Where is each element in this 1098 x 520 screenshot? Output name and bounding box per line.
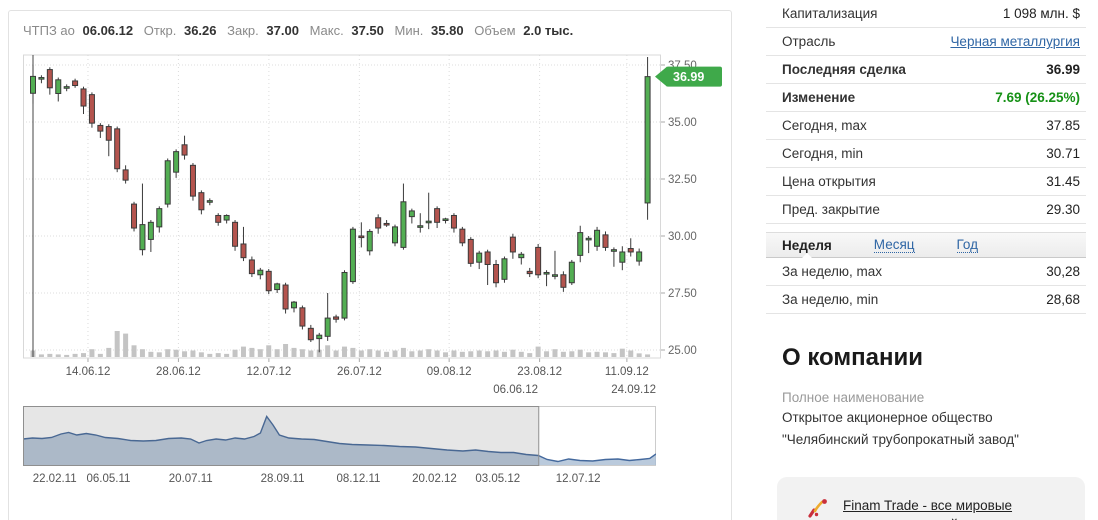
open-price-label: Цена открытия [782,174,876,189]
period-tabs: Неделя Месяц Год [766,232,1086,258]
volume-value: 2.0 тыс. [523,23,574,38]
sector-row: Отрасль Черная металлургия [766,28,1086,56]
svg-text:11.09.12: 11.09.12 [605,366,649,378]
svg-text:22.02.11: 22.02.11 [33,473,77,485]
today-max-row: Сегодня, max 37.85 [766,112,1086,140]
svg-text:32.50: 32.50 [668,174,697,186]
range-start-date: 06.06.12 [493,384,538,396]
svg-text:23.08.12: 23.08.12 [517,366,562,378]
svg-text:06.05.11: 06.05.11 [86,473,130,485]
last-trade-row: Последняя сделка 36.99 [766,56,1086,84]
svg-text:28.06.12: 28.06.12 [156,366,201,378]
prev-close-label: Пред. закрытие [782,202,880,217]
svg-text:12.07.12: 12.07.12 [246,366,291,378]
today-min-label: Сегодня, min [782,146,863,161]
close-value: 37.00 [266,23,299,38]
week-min-label: За неделю, min [782,292,879,307]
svg-text:09.08.12: 09.08.12 [427,366,472,378]
company-name-line1: Открытое акционерное общество [782,410,993,425]
about-company-section: О компании Полное наименование Открытое … [766,314,1086,449]
today-max-value: 37.85 [1046,118,1080,133]
finam-trade-promo[interactable]: Finam Trade - все мировые площадки в одн… [777,477,1085,520]
change-row: Изменение 7.69 (26.25%) [766,84,1086,112]
svg-text:35.00: 35.00 [668,117,697,129]
finam-sparks-icon [808,499,827,518]
finam-trade-link-line1[interactable]: Finam Trade - все мировые [843,498,1013,513]
week-max-row: За неделю, max 30,28 [766,258,1086,286]
prev-close-value: 29.30 [1046,202,1080,217]
change-label: Изменение [782,90,856,105]
ohlc-header: ЧТПЗ ао 06.06.12 Откр. 36.26 Закр. 37.00… [9,11,731,38]
svg-text:27.50: 27.50 [668,288,697,300]
capitalization-row: Капитализация 1 098 млн. $ [766,0,1086,28]
min-value: 35.80 [431,23,464,38]
svg-text:14.06.12: 14.06.12 [66,366,111,378]
svg-text:20.07.11: 20.07.11 [169,473,213,485]
open-label: Откр. [143,23,177,38]
svg-text:28.09.11: 28.09.11 [261,473,305,485]
hover-date: 06.06.12 [82,23,134,38]
svg-text:25.00: 25.00 [668,345,697,357]
close-label: Закр. [227,23,259,38]
week-min-value: 28,68 [1046,292,1080,307]
max-label: Макс. [309,23,344,38]
open-price-row: Цена открытия 31.45 [766,168,1086,196]
max-value: 37.50 [351,23,384,38]
week-min-row: За неделю, min 28,68 [766,286,1086,314]
quote-info-panel: Капитализация 1 098 млн. $ Отрасль Черна… [766,0,1086,449]
sector-label: Отрасль [782,34,836,49]
svg-text:30.00: 30.00 [668,231,697,243]
today-min-row: Сегодня, min 30.71 [766,140,1086,168]
svg-text:03.05.12: 03.05.12 [475,473,520,485]
ticker-label: ЧТПЗ ао [23,23,75,38]
sector-link[interactable]: Черная металлургия [950,34,1080,49]
week-max-label: За неделю, max [782,264,883,279]
svg-text:20.02.12: 20.02.12 [412,473,457,485]
open-value: 36.26 [183,23,217,38]
company-name-line2: "Челябинский трубопрокатный завод" [782,432,1019,447]
range-end-date: 24.09.12 [611,384,656,396]
prev-close-row: Пред. закрытие 29.30 [766,196,1086,224]
last-trade-value: 36.99 [1046,62,1080,77]
tab-month[interactable]: Месяц [873,237,915,253]
visible-range-labels: 06.06.12 24.09.12 [23,384,656,398]
svg-text:08.12.11: 08.12.11 [337,473,381,485]
change-value: 7.69 (26.25%) [995,90,1080,105]
svg-text:36.99: 36.99 [673,70,704,84]
capitalization-label: Капитализация [782,6,878,21]
tab-year[interactable]: Год [956,237,978,253]
stock-chart-widget: ЧТПЗ ао 06.06.12 Откр. 36.26 Закр. 37.00… [8,10,732,520]
volume-label: Объем [474,23,516,38]
range-navigator-chart[interactable]: 22.02.11 06.05.11 20.07.11 28.09.11 08.12.11… [23,406,656,486]
min-label: Мин. [394,23,424,38]
finam-trade-link-line2[interactable]: площадки в одной [843,515,1012,520]
last-trade-label: Последняя сделка [782,62,906,77]
about-heading: О компании [782,344,923,371]
tab-week[interactable]: Неделя [782,237,832,253]
svg-text:12.07.12: 12.07.12 [556,473,601,485]
svg-text:26.07.12: 26.07.12 [337,366,382,378]
full-name-label: Полное наименование [782,390,925,405]
week-max-value: 30,28 [1046,264,1080,279]
capitalization-value: 1 098 млн. $ [1002,6,1080,21]
open-price-value: 31.45 [1046,174,1080,189]
today-max-label: Сегодня, max [782,118,867,133]
today-min-value: 30.71 [1046,146,1080,161]
